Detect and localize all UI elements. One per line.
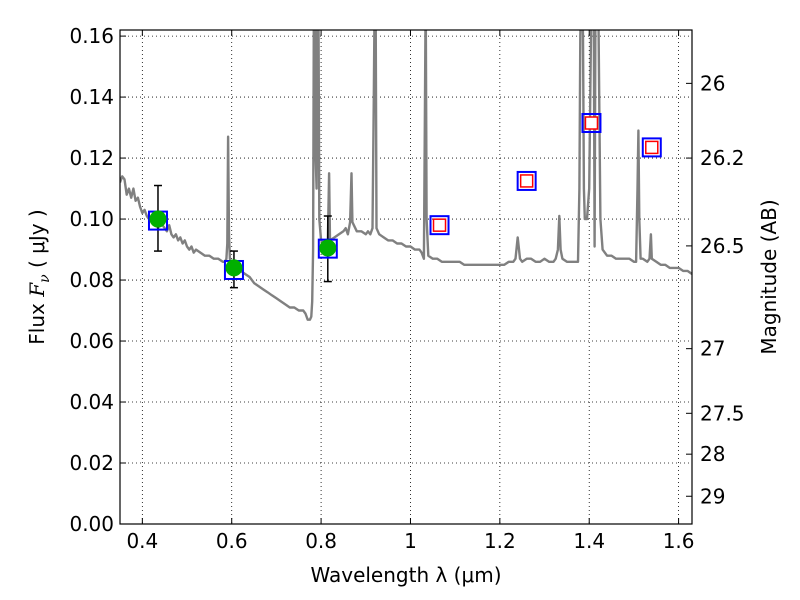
predicted-point-1 — [519, 174, 534, 188]
y-tick-label-6: 0.12 — [69, 146, 114, 170]
y-axis-label-subscript: ν — [37, 274, 53, 283]
x-tick-label-5: 1.4 — [573, 529, 605, 553]
x-tick-label-3: 1 — [404, 529, 417, 553]
predicted-point-3 — [645, 140, 659, 155]
model-band-marker-5 — [581, 113, 602, 134]
x-tick-label-4: 1.2 — [484, 529, 516, 553]
y-tick-label-0: 0.00 — [69, 512, 114, 536]
y-tick-label-3: 0.06 — [69, 329, 114, 353]
predicted-point-0 — [432, 218, 447, 232]
observed-point-1 — [225, 259, 243, 277]
observed-point-0 — [149, 210, 167, 228]
x-tick-labels: 0.4 0.6 0.8 1 1.2 1.4 1.6 — [126, 529, 694, 553]
y2-tick-label-3: 27 — [700, 337, 725, 361]
model-band-marker-3 — [429, 215, 450, 236]
y2-tick-labels: 26 26.2 26.5 27 27.5 28 29 — [700, 71, 745, 508]
y2-tick-label-1: 26.2 — [700, 146, 745, 170]
observed-point-2 — [319, 239, 337, 257]
x-tick-label-2: 0.8 — [305, 529, 337, 553]
ticks — [120, 30, 692, 525]
x-tick-label-0: 0.4 — [126, 529, 158, 553]
predicted-layer — [432, 116, 659, 232]
y2-tick-label-4: 27.5 — [700, 401, 745, 425]
y2-tick-label-0: 26 — [700, 71, 725, 95]
y2-tick-label-5: 28 — [700, 442, 725, 466]
plot-background — [120, 30, 692, 524]
y-tick-label-7: 0.14 — [69, 85, 114, 109]
y2-tick-label-2: 26.5 — [700, 234, 745, 258]
model-band-marker-6 — [641, 137, 662, 158]
y2-tick-label-6: 29 — [700, 484, 725, 508]
y-tick-label-5: 0.10 — [69, 207, 114, 231]
y-tick-labels: 0.00 0.02 0.04 0.06 0.08 0.10 0.12 0.14 0.16 — [69, 24, 114, 536]
x-tick-label-1: 0.6 — [216, 529, 248, 553]
y-axis-label-prefix: Flux — [25, 297, 49, 345]
model-band-marker-4 — [516, 170, 537, 191]
observed-layer — [149, 210, 337, 277]
y-tick-label-4: 0.08 — [69, 268, 114, 292]
y-tick-label-1: 0.02 — [69, 451, 114, 475]
y-axis-label-variable: F — [25, 282, 49, 298]
predicted-point-2 — [584, 116, 599, 130]
y-axis-label: Flux Fν ( μJy ) — [25, 209, 53, 344]
x-axis-label: Wavelength λ (μm) — [310, 563, 501, 587]
x-tick-label-6: 1.6 — [663, 529, 695, 553]
y-tick-label-8: 0.16 — [69, 24, 114, 48]
y-axis-label-units: ( μJy ) — [25, 209, 49, 274]
y2-axis-label: Magnitude (AB) — [757, 199, 781, 354]
y-tick-label-2: 0.04 — [69, 390, 114, 414]
plot-frame — [119, 29, 693, 525]
